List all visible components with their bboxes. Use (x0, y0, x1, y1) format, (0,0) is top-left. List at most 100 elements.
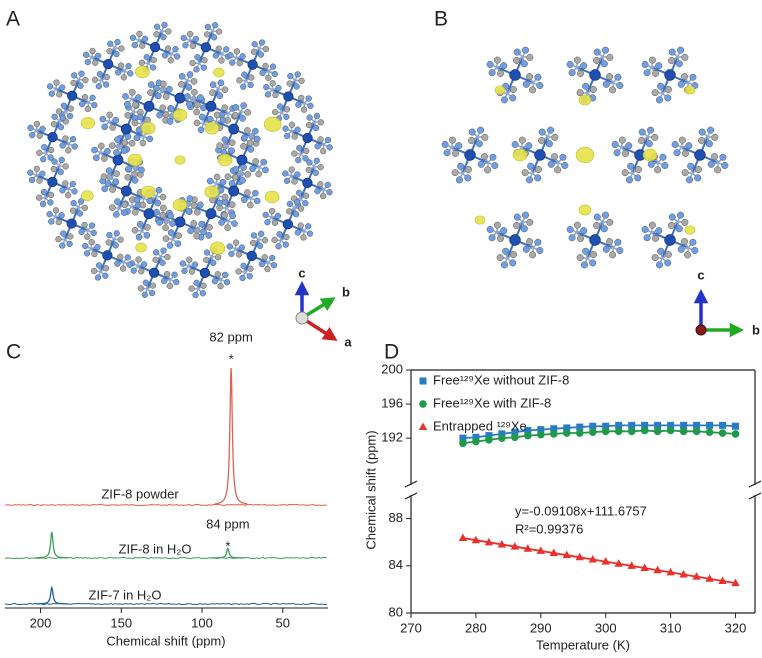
atom (262, 211, 269, 219)
atom (477, 126, 485, 134)
y-tick-label: 196 (381, 396, 403, 411)
atom (258, 39, 266, 46)
atom (593, 222, 601, 229)
atom (159, 193, 167, 201)
atom (648, 221, 656, 229)
xe-density (642, 148, 658, 162)
atom (57, 168, 64, 176)
atom (274, 212, 281, 220)
atom (247, 146, 255, 153)
atom (46, 83, 54, 90)
atom (46, 211, 53, 218)
atom (522, 80, 530, 88)
atom (193, 119, 201, 127)
atom (147, 81, 155, 88)
atom (297, 205, 305, 212)
x-axis-label: Temperature (K) (536, 637, 630, 652)
marker (485, 436, 493, 444)
atom (174, 240, 182, 247)
atom (655, 227, 663, 235)
marker (667, 421, 675, 429)
atom (79, 100, 86, 108)
atom (100, 155, 108, 162)
atom (668, 213, 676, 221)
atom (247, 265, 254, 272)
zinc-atom (694, 149, 706, 161)
atom (694, 174, 702, 182)
atom (81, 94, 89, 101)
atom (171, 271, 178, 278)
atom (175, 232, 182, 240)
atom (221, 86, 229, 93)
atom (224, 224, 231, 232)
zinc-atom (228, 123, 240, 135)
marker (563, 424, 571, 432)
atom (313, 112, 321, 120)
atom (677, 80, 685, 88)
atom (286, 80, 293, 87)
atom (522, 46, 530, 54)
atom (214, 271, 221, 278)
atom (264, 219, 271, 226)
atom (200, 228, 207, 236)
peak-marker: * (229, 351, 234, 366)
atom (101, 185, 108, 193)
atom (247, 201, 254, 209)
atom (455, 142, 463, 150)
marker (497, 539, 507, 548)
atom (602, 245, 610, 253)
marker (511, 433, 519, 442)
marker (614, 427, 623, 436)
atom (125, 165, 132, 173)
atom (66, 240, 73, 248)
atom (36, 194, 43, 201)
atom (582, 82, 590, 90)
atom (526, 73, 533, 81)
fit-line (462, 429, 736, 445)
atom (689, 73, 697, 81)
atom (219, 116, 227, 124)
atom (139, 139, 147, 147)
atom (647, 160, 655, 168)
atom (668, 48, 676, 56)
atom (681, 73, 688, 81)
atom (252, 189, 259, 197)
atom (146, 135, 154, 143)
zinc-atom (199, 267, 210, 278)
atom (652, 69, 659, 77)
atom (185, 84, 193, 91)
x-tick-label: 300 (595, 620, 617, 635)
xe-density (172, 108, 188, 122)
atom (131, 119, 139, 127)
atom (173, 278, 180, 286)
atom (611, 140, 619, 148)
atom (152, 256, 159, 263)
atom (130, 267, 137, 274)
atom (296, 144, 303, 152)
marker (575, 552, 584, 561)
atom (119, 265, 127, 272)
zinc-atom (47, 132, 58, 143)
atom (441, 140, 449, 148)
atom (40, 156, 47, 163)
atom (593, 213, 601, 221)
atom (643, 234, 651, 242)
atom (576, 254, 584, 262)
zinc-atom (174, 216, 186, 228)
atom (165, 28, 172, 35)
atom (497, 69, 504, 77)
xe-density (135, 242, 147, 253)
atom (513, 48, 521, 56)
atom (95, 52, 102, 59)
atom (238, 244, 245, 251)
atom (156, 219, 163, 226)
atom (651, 89, 659, 97)
atom (698, 128, 706, 136)
atom (217, 79, 225, 87)
x-tick-label: 310 (660, 620, 682, 635)
atom (250, 48, 258, 55)
atom (203, 256, 210, 264)
atom (197, 201, 204, 209)
atom (518, 136, 526, 144)
marker (459, 434, 467, 442)
